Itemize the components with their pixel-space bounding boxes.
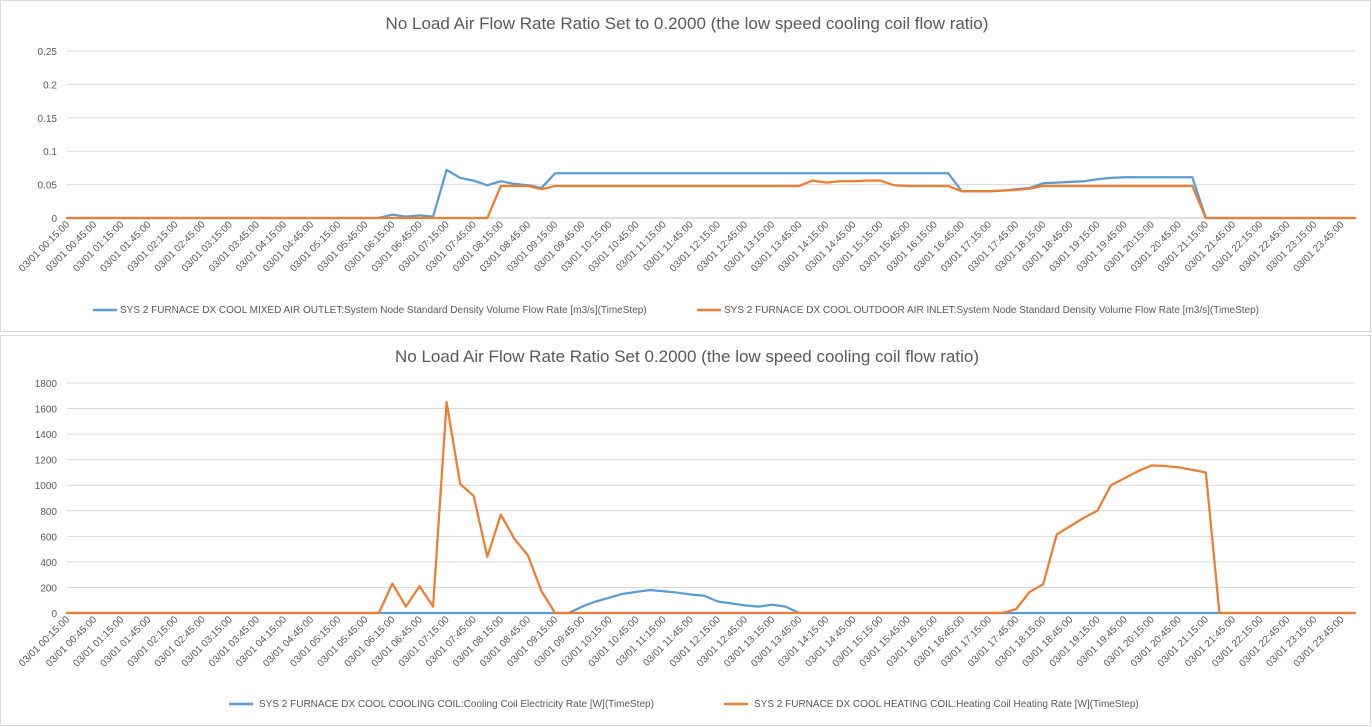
- series-line-2: [65, 401, 1357, 615]
- chart-title: No Load Air Flow Rate Ratio Set 0.2000 (…: [395, 347, 979, 366]
- y-tick-label: 1800: [35, 379, 58, 390]
- y-tick-label: 1600: [35, 405, 58, 416]
- chart-panel-flow-rate: No Load Air Flow Rate Ratio Set to 0.200…: [0, 0, 1371, 332]
- y-tick-label: 0.05: [38, 181, 58, 192]
- series-line-2: [65, 179, 1357, 220]
- y-tick-label: 0.2: [43, 80, 57, 91]
- y-tick-label: 0: [51, 214, 57, 225]
- y-tick-label: 0.15: [38, 114, 58, 125]
- chart-title: No Load Air Flow Rate Ratio Set to 0.200…: [386, 14, 989, 33]
- y-tick-label: 1000: [35, 481, 58, 492]
- y-tick-label: 200: [40, 583, 57, 594]
- y-tick-label: 600: [40, 532, 57, 543]
- series-line-1: [65, 588, 1357, 615]
- y-tick-label: 0: [51, 609, 57, 620]
- chart-coil-rate: No Load Air Flow Rate Ratio Set 0.2000 (…: [17, 347, 1357, 710]
- y-tick-label: 1400: [35, 430, 58, 441]
- chart-panel-coil-rate: No Load Air Flow Rate Ratio Set 0.2000 (…: [0, 335, 1371, 726]
- y-tick-label: 1200: [35, 456, 58, 467]
- legend-label-1: SYS 2 FURNACE DX COOL MIXED AIR OUTLET:S…: [120, 305, 647, 316]
- y-tick-label: 0.25: [38, 47, 58, 58]
- y-tick-label: 800: [40, 507, 57, 518]
- legend-label-2: SYS 2 FURNACE DX COOL OUTDOOR AIR INLET:…: [724, 305, 1259, 316]
- chart-flow-rate: No Load Air Flow Rate Ratio Set to 0.200…: [17, 14, 1357, 316]
- legend-label-1: SYS 2 FURNACE DX COOL COOLING COIL:Cooli…: [259, 699, 654, 710]
- legend-label-2: SYS 2 FURNACE DX COOL HEATING COIL:Heati…: [754, 699, 1139, 710]
- y-tick-label: 400: [40, 558, 57, 569]
- series-line-1: [65, 168, 1357, 220]
- y-tick-label: 0.1: [43, 147, 57, 158]
